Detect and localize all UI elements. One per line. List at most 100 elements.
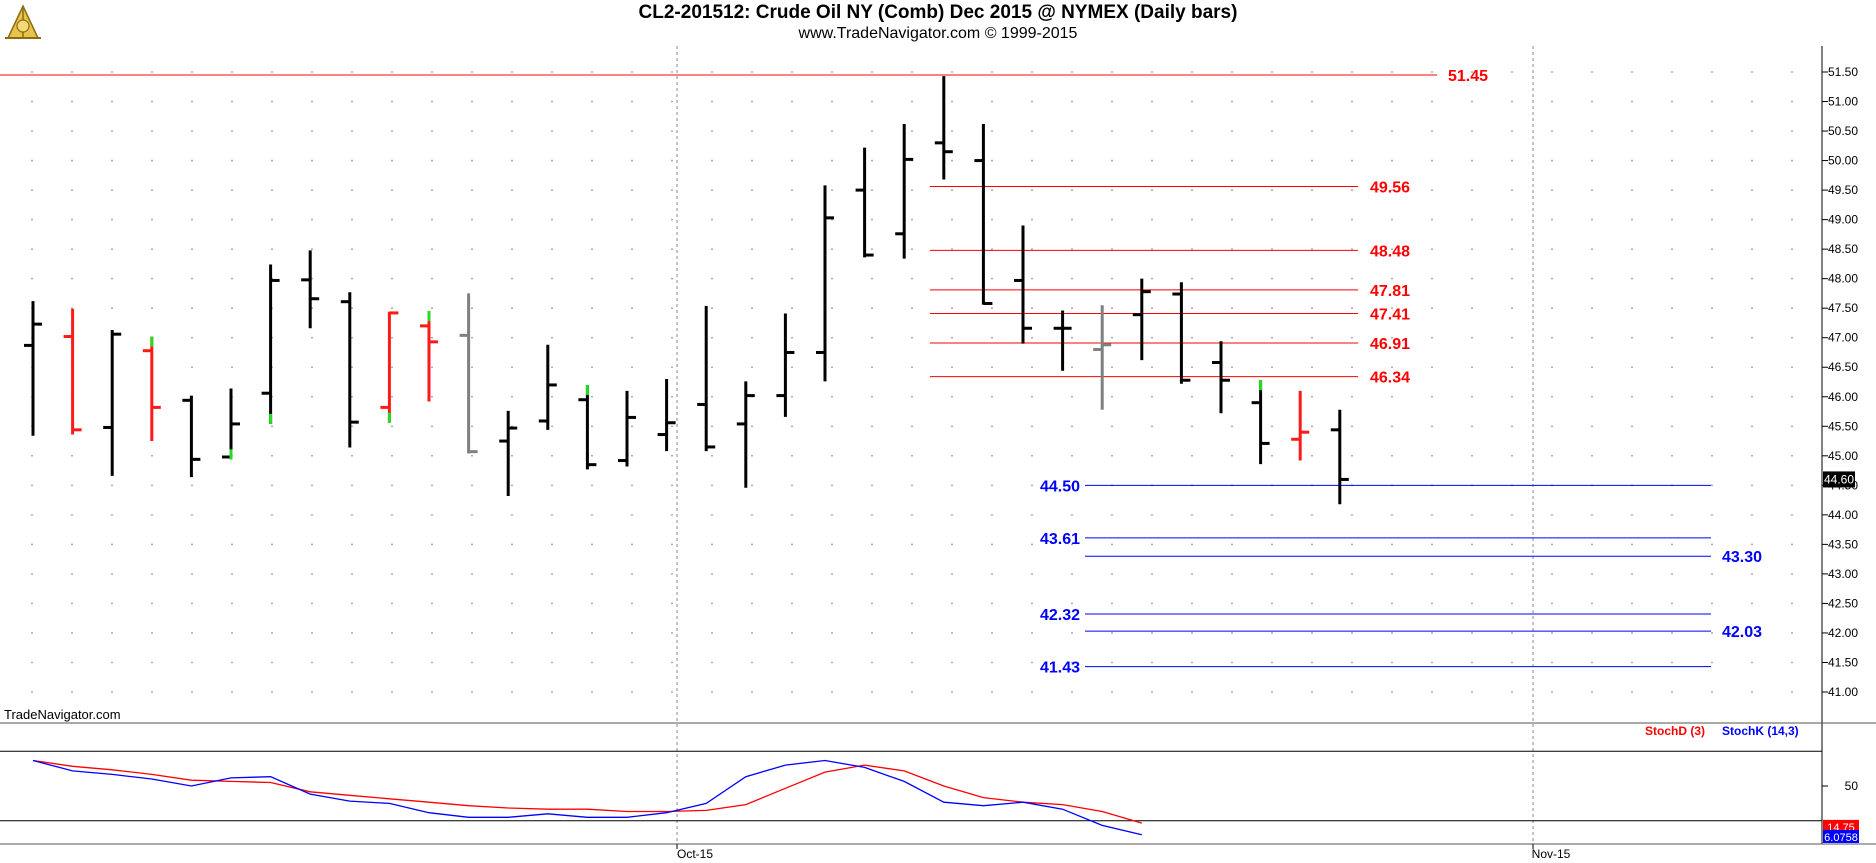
grid-dot (1111, 513, 1113, 516)
grid-dot (1311, 189, 1313, 191)
grid-dot (591, 395, 593, 398)
grid-dot (911, 425, 913, 428)
support-label: 41.43 (1040, 660, 1080, 677)
grid-dot (1271, 661, 1273, 664)
grid-dot (351, 100, 353, 103)
grid-dot (831, 336, 833, 339)
grid-dot (831, 71, 833, 73)
grid-dot (1391, 366, 1393, 369)
grid-dot (1431, 277, 1433, 280)
grid-dot (1511, 661, 1513, 664)
grid-dot (1551, 573, 1553, 575)
grid-dot (1191, 100, 1193, 103)
grid-dot (1071, 602, 1073, 605)
grid-dot (1071, 632, 1073, 634)
grid-dot (1431, 602, 1433, 605)
grid-dot (991, 632, 993, 634)
grid-dot (1231, 573, 1233, 575)
grid-dot (1111, 425, 1113, 428)
grid-dot (751, 543, 753, 546)
grid-dot (1511, 71, 1513, 73)
grid-dot (1431, 632, 1433, 634)
grid-dot (1271, 543, 1273, 546)
grid-dot (871, 661, 873, 664)
grid-dot (1791, 366, 1793, 369)
grid-dot (591, 130, 593, 132)
grid-dot (511, 632, 513, 634)
grid-dot (1231, 395, 1233, 398)
ohlc-bar (1212, 341, 1230, 414)
grid-dot (1431, 248, 1433, 251)
grid-dot (831, 632, 833, 634)
grid-dot (831, 248, 833, 251)
grid-dot (1751, 159, 1753, 162)
grid-dot (1231, 336, 1233, 339)
grid-dot (1751, 218, 1753, 221)
grid-dot (31, 248, 33, 251)
grid-dot (1511, 366, 1513, 369)
grid-dot (1751, 661, 1753, 664)
grid-dot (671, 632, 673, 634)
grid-dot (1391, 691, 1393, 693)
grid-dot (951, 100, 953, 103)
grid-dot (471, 248, 473, 251)
grid-dot (1711, 454, 1713, 457)
grid-dot (431, 484, 433, 487)
grid-dot (71, 454, 73, 457)
grid-dot (311, 602, 313, 605)
price-tick-label: 45.50 (1828, 419, 1858, 433)
grid-dot (391, 691, 393, 693)
grid-dot (1631, 425, 1633, 428)
grid-dot (71, 513, 73, 516)
grid-dot (471, 691, 473, 693)
grid-dot (1711, 277, 1713, 280)
grid-dot (1151, 573, 1153, 575)
grid-dot (791, 248, 793, 251)
grid-dot (31, 100, 33, 103)
grid-dot (1311, 395, 1313, 398)
grid-dot (831, 159, 833, 162)
grid-dot (751, 425, 753, 428)
grid-dot (1311, 218, 1313, 221)
grid-dot (1191, 513, 1193, 516)
grid-dot (231, 691, 233, 693)
grid-dot (1351, 513, 1353, 516)
grid-dot (1751, 307, 1753, 310)
grid-dot (1631, 691, 1633, 693)
grid-dot (911, 277, 913, 280)
stoch-series-k-line (32, 759, 1142, 836)
grid-dot (1191, 691, 1193, 693)
grid-dot (871, 189, 873, 191)
grid-dot (151, 484, 153, 487)
grid-dot (1631, 454, 1633, 457)
grid-dot (111, 159, 113, 162)
grid-dot (391, 602, 393, 605)
grid-dot (991, 189, 993, 191)
grid-dot (991, 159, 993, 162)
grid-dot (431, 277, 433, 280)
grid-dot (511, 218, 513, 221)
grid-dot (471, 336, 473, 339)
grid-dot (511, 573, 513, 575)
grid-dot (1151, 130, 1153, 132)
grid-dot (591, 513, 593, 516)
grid-dot (1551, 336, 1553, 339)
grid-dot (471, 425, 473, 428)
grid-dot (1631, 602, 1633, 605)
grid-dot (1231, 159, 1233, 162)
grid-dot (951, 71, 953, 73)
grid-dot (1591, 307, 1593, 310)
grid-dot (751, 307, 753, 310)
grid-dot (951, 602, 953, 605)
grid-dot (1191, 366, 1193, 369)
grid-dot (1391, 425, 1393, 428)
grid-dot (1111, 366, 1113, 369)
grid-dot (231, 218, 233, 221)
grid-dot (751, 277, 753, 280)
grid-dot (111, 661, 113, 664)
grid-dot (1391, 71, 1393, 73)
grid-dot (1511, 277, 1513, 280)
grid-dot (1071, 248, 1073, 251)
grid-dot (231, 484, 233, 487)
